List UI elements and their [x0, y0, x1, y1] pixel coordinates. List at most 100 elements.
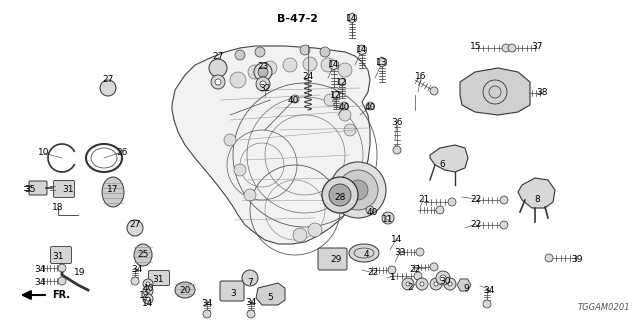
Circle shape	[211, 75, 225, 89]
Polygon shape	[256, 283, 285, 305]
Circle shape	[291, 95, 299, 103]
Circle shape	[230, 72, 246, 88]
Text: 36: 36	[391, 118, 403, 127]
Circle shape	[235, 50, 245, 60]
Circle shape	[322, 177, 358, 213]
Ellipse shape	[134, 244, 152, 266]
Circle shape	[247, 310, 255, 318]
Circle shape	[256, 77, 270, 91]
Circle shape	[348, 180, 368, 200]
Polygon shape	[172, 46, 370, 244]
Text: 35: 35	[24, 185, 36, 194]
Circle shape	[209, 59, 227, 77]
Circle shape	[444, 278, 456, 290]
Text: 28: 28	[334, 193, 346, 202]
Ellipse shape	[102, 177, 124, 207]
Circle shape	[430, 263, 438, 271]
Polygon shape	[430, 145, 468, 172]
Text: 5: 5	[267, 293, 273, 302]
Circle shape	[131, 277, 139, 285]
Circle shape	[203, 310, 211, 318]
Text: 12: 12	[330, 91, 342, 100]
Text: 39: 39	[572, 255, 583, 264]
Text: 21: 21	[419, 195, 429, 204]
Text: 34: 34	[202, 299, 212, 308]
Text: 40: 40	[366, 208, 378, 217]
Text: 34: 34	[131, 265, 143, 274]
Circle shape	[508, 44, 516, 52]
FancyBboxPatch shape	[51, 246, 72, 263]
Circle shape	[434, 282, 438, 286]
Circle shape	[339, 109, 351, 121]
Text: 13: 13	[376, 58, 388, 67]
Circle shape	[146, 289, 150, 293]
Circle shape	[146, 282, 150, 286]
Text: 16: 16	[415, 72, 427, 81]
Circle shape	[402, 278, 414, 290]
Polygon shape	[460, 68, 530, 115]
Circle shape	[258, 67, 268, 77]
Circle shape	[436, 271, 450, 285]
Polygon shape	[330, 60, 339, 70]
Text: 22: 22	[410, 265, 420, 274]
Circle shape	[143, 286, 153, 296]
Circle shape	[143, 294, 153, 304]
Circle shape	[366, 102, 374, 110]
Text: 32: 32	[259, 84, 271, 93]
Text: 12: 12	[336, 78, 348, 87]
Text: 22: 22	[470, 195, 482, 204]
Circle shape	[440, 275, 446, 281]
Text: 14: 14	[142, 299, 154, 308]
Text: 17: 17	[108, 185, 119, 194]
Text: 37: 37	[531, 42, 543, 51]
Circle shape	[255, 47, 265, 57]
Text: 12: 12	[140, 291, 150, 300]
FancyBboxPatch shape	[54, 180, 74, 197]
Circle shape	[293, 228, 307, 242]
Circle shape	[329, 184, 351, 206]
Text: 33: 33	[394, 248, 406, 257]
Text: 14: 14	[391, 235, 403, 244]
Text: 6: 6	[439, 160, 445, 169]
Text: 31: 31	[152, 275, 164, 284]
Text: 8: 8	[534, 195, 540, 204]
Circle shape	[303, 57, 317, 71]
Text: 22: 22	[367, 268, 379, 277]
Circle shape	[338, 63, 352, 77]
Text: 14: 14	[356, 45, 368, 54]
FancyBboxPatch shape	[29, 181, 47, 195]
Text: 38: 38	[536, 88, 548, 97]
Circle shape	[100, 80, 116, 96]
Text: 26: 26	[116, 148, 128, 157]
Circle shape	[430, 87, 438, 95]
Circle shape	[263, 61, 277, 75]
Polygon shape	[378, 57, 387, 67]
Text: 14: 14	[328, 60, 340, 69]
Circle shape	[386, 216, 390, 220]
Circle shape	[58, 277, 66, 285]
Circle shape	[324, 94, 336, 106]
Text: 40: 40	[339, 103, 349, 112]
Text: 4: 4	[363, 250, 369, 259]
Circle shape	[143, 279, 153, 289]
Circle shape	[406, 282, 410, 286]
Circle shape	[430, 278, 442, 290]
Ellipse shape	[175, 282, 195, 298]
Circle shape	[234, 164, 246, 176]
Circle shape	[545, 254, 553, 262]
Circle shape	[254, 63, 272, 81]
Polygon shape	[358, 45, 366, 55]
FancyBboxPatch shape	[220, 281, 244, 301]
Text: 9: 9	[463, 284, 469, 293]
Polygon shape	[457, 279, 471, 291]
Text: FR.: FR.	[52, 290, 70, 300]
Circle shape	[58, 264, 66, 272]
Polygon shape	[348, 13, 356, 23]
Text: 27: 27	[129, 220, 141, 229]
Circle shape	[366, 206, 374, 214]
Circle shape	[502, 44, 510, 52]
Circle shape	[300, 45, 310, 55]
Text: 25: 25	[138, 250, 148, 259]
Text: 22: 22	[470, 220, 482, 229]
Circle shape	[382, 212, 394, 224]
